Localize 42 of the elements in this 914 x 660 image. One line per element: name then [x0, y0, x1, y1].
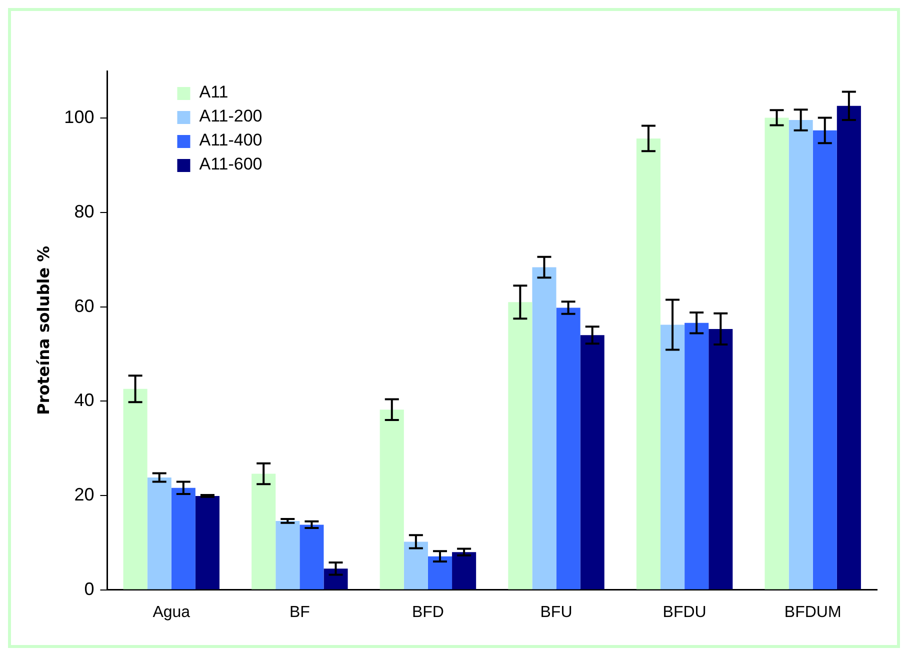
legend-label: A11-600 [199, 154, 262, 174]
bar [812, 130, 837, 590]
legend-label: A11 [199, 82, 228, 102]
bar [764, 118, 789, 590]
x-tick-label: BF [289, 604, 310, 621]
y-tick-label: 80 [74, 201, 94, 222]
bar [708, 328, 733, 590]
bar [788, 120, 813, 590]
y-tick-label: 20 [74, 484, 94, 504]
legend-label: A11-200 [199, 106, 262, 126]
bar [123, 388, 148, 590]
bar [252, 474, 276, 590]
y-tick-label: 0 [84, 578, 94, 599]
x-tick-label: BFDUM [784, 604, 842, 621]
y-tick-label: 100 [64, 107, 94, 128]
bar [171, 488, 196, 590]
y-tick-label: 60 [74, 296, 94, 316]
bar [300, 524, 324, 590]
bar [660, 324, 685, 590]
bar [195, 496, 220, 590]
bar [556, 308, 580, 590]
bar [404, 542, 428, 590]
bar [324, 568, 348, 590]
bar [532, 267, 556, 590]
y-tick-label: 40 [74, 390, 94, 410]
x-tick-label: Agua [152, 604, 190, 621]
bar [276, 520, 300, 590]
bar [428, 556, 452, 590]
y-axis-title: Proteína soluble % [34, 246, 53, 415]
bar [508, 302, 532, 590]
x-tick-label: BFU [540, 604, 572, 621]
bar [147, 478, 172, 590]
bar [636, 138, 661, 590]
legend-label: A11-400 [199, 130, 262, 150]
page-frame: Proteína soluble % Agua BF BFD BFU BFDU BFDUM 0 20 40 60 80 100 A11 A11-200 A11-400 A11-600 [8, 8, 900, 648]
x-tick-label: BFD [412, 604, 444, 621]
bar [684, 322, 709, 590]
bar [580, 335, 604, 590]
x-tick-label: BFDU [662, 604, 706, 621]
bar [836, 106, 861, 590]
bar [380, 410, 404, 590]
bar [452, 552, 476, 590]
